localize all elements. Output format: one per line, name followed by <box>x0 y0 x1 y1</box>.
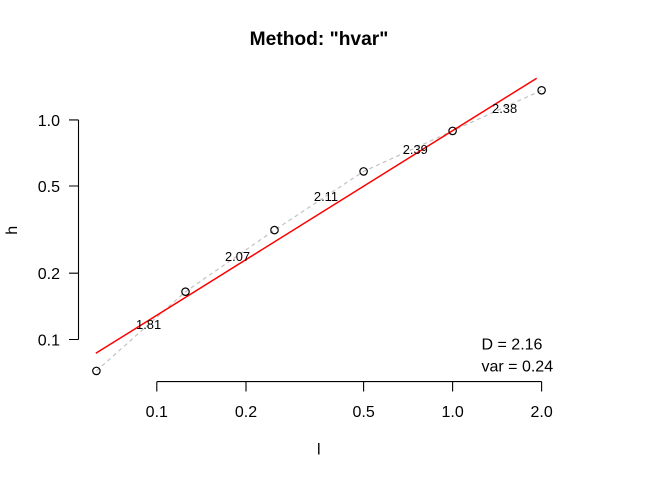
svg-text:var = 0.24: var = 0.24 <box>482 359 554 376</box>
svg-text:2.0: 2.0 <box>530 404 552 421</box>
svg-text:2.38: 2.38 <box>492 101 517 116</box>
svg-text:D = 2.16: D = 2.16 <box>482 337 543 354</box>
svg-text:2.11: 2.11 <box>314 189 338 204</box>
svg-text:1.0: 1.0 <box>441 404 463 421</box>
svg-text:1.0: 1.0 <box>38 113 60 130</box>
svg-text:h: h <box>4 226 21 235</box>
svg-text:0.5: 0.5 <box>38 179 60 196</box>
svg-text:2.07: 2.07 <box>225 249 250 264</box>
svg-text:0.2: 0.2 <box>235 404 257 421</box>
svg-text:0.2: 0.2 <box>38 266 60 283</box>
svg-text:2.39: 2.39 <box>403 142 428 157</box>
svg-text:0.1: 0.1 <box>38 332 60 349</box>
svg-text:Method: "hvar": Method: "hvar" <box>250 29 389 50</box>
svg-text:0.5: 0.5 <box>352 404 374 421</box>
svg-text:0.1: 0.1 <box>146 404 168 421</box>
svg-text:l: l <box>317 442 321 459</box>
svg-text:1.81: 1.81 <box>136 317 161 332</box>
